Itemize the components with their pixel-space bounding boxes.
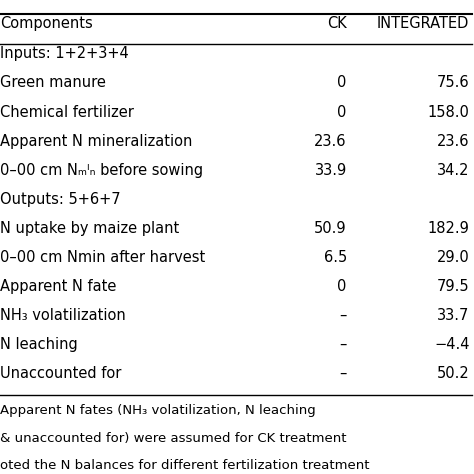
Text: 0–00 cm Nₘᴵₙ before sowing: 0–00 cm Nₘᴵₙ before sowing [0,163,203,178]
Text: −4.4: −4.4 [434,337,469,352]
Text: 50.9: 50.9 [314,221,347,236]
Text: 75.6: 75.6 [437,75,469,91]
Text: Inputs: 1+2+3+4: Inputs: 1+2+3+4 [0,46,129,62]
Text: 29.0: 29.0 [437,250,469,265]
Text: & unaccounted for) were assumed for CK treatment: & unaccounted for) were assumed for CK t… [0,432,346,445]
Text: 34.2: 34.2 [437,163,469,178]
Text: –: – [339,308,347,323]
Text: –: – [339,337,347,352]
Text: Apparent N mineralization: Apparent N mineralization [0,134,192,148]
Text: oted the N balances for different fertilization treatment: oted the N balances for different fertil… [0,459,370,472]
Text: 6.5: 6.5 [324,250,347,265]
Text: N uptake by maize plant: N uptake by maize plant [0,221,179,236]
Text: 33.9: 33.9 [315,163,347,178]
Text: 23.6: 23.6 [314,134,347,148]
Text: 23.6: 23.6 [437,134,469,148]
Text: Components: Components [0,17,93,31]
Text: INTEGRATED: INTEGRATED [377,17,469,31]
Text: 158.0: 158.0 [428,104,469,119]
Text: 0: 0 [337,75,347,91]
Text: CK: CK [327,17,347,31]
Text: Unaccounted for: Unaccounted for [0,366,121,381]
Text: 79.5: 79.5 [437,279,469,294]
Text: Chemical fertilizer: Chemical fertilizer [0,104,134,119]
Text: 33.7: 33.7 [437,308,469,323]
Text: 50.2: 50.2 [437,366,469,381]
Text: 0: 0 [337,279,347,294]
Text: Outputs: 5+6+7: Outputs: 5+6+7 [0,191,120,207]
Text: N leaching: N leaching [0,337,78,352]
Text: Apparent N fate: Apparent N fate [0,279,117,294]
Text: NH₃ volatilization: NH₃ volatilization [0,308,126,323]
Text: Green manure: Green manure [0,75,106,91]
Text: –: – [339,366,347,381]
Text: 0: 0 [337,104,347,119]
Text: Apparent N fates (NH₃ volatilization, N leaching: Apparent N fates (NH₃ volatilization, N … [0,404,316,418]
Text: 182.9: 182.9 [428,221,469,236]
Text: 0–00 cm Nmin after harvest: 0–00 cm Nmin after harvest [0,250,205,265]
